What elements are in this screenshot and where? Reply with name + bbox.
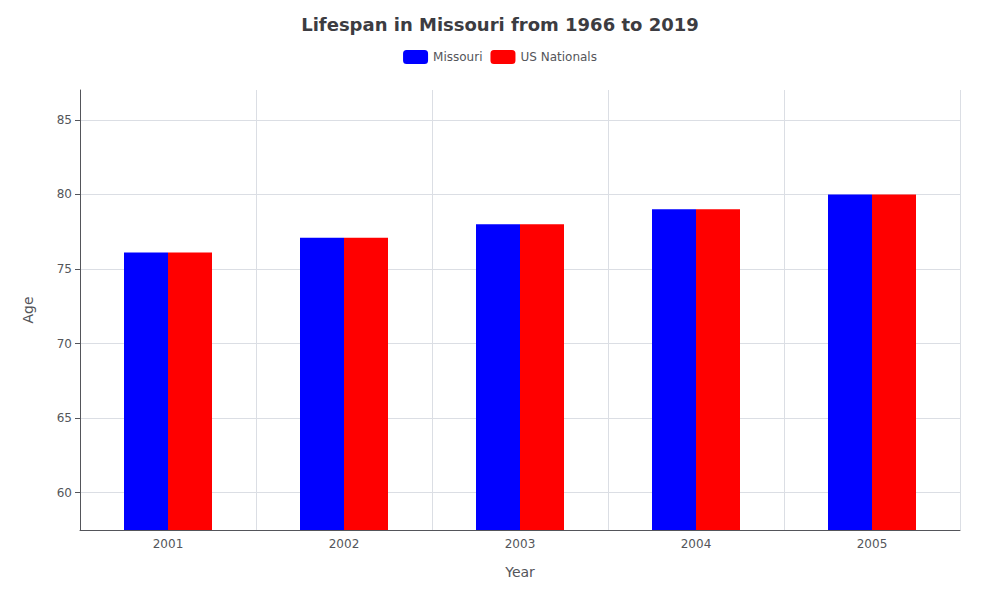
svg-text:US Nationals: US Nationals: [520, 50, 596, 64]
svg-text:85: 85: [57, 113, 72, 127]
svg-text:65: 65: [57, 411, 72, 425]
svg-text:75: 75: [57, 262, 72, 276]
svg-text:2002: 2002: [329, 537, 360, 551]
svg-text:Lifespan in Missouri from 1966: Lifespan in Missouri from 1966 to 2019: [301, 14, 699, 35]
svg-text:2005: 2005: [857, 537, 888, 551]
svg-text:2001: 2001: [153, 537, 184, 551]
svg-text:70: 70: [57, 337, 72, 351]
svg-text:80: 80: [57, 187, 72, 201]
svg-text:Age: Age: [20, 296, 36, 323]
svg-text:60: 60: [57, 486, 72, 500]
svg-text:2003: 2003: [505, 537, 536, 551]
svg-text:2004: 2004: [681, 537, 712, 551]
svg-text:Missouri: Missouri: [433, 50, 482, 64]
svg-text:Year: Year: [504, 564, 535, 580]
